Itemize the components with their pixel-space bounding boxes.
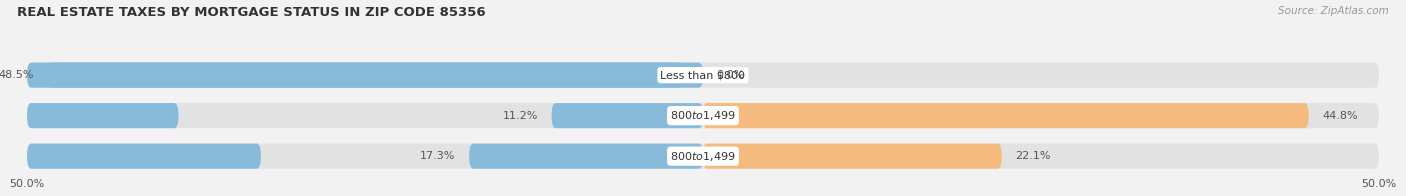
FancyBboxPatch shape (27, 144, 262, 169)
Text: Source: ZipAtlas.com: Source: ZipAtlas.com (1278, 6, 1389, 16)
Text: Less than $800: Less than $800 (661, 70, 745, 80)
Text: 11.2%: 11.2% (503, 111, 538, 121)
Text: 0.0%: 0.0% (717, 70, 745, 80)
Text: REAL ESTATE TAXES BY MORTGAGE STATUS IN ZIP CODE 85356: REAL ESTATE TAXES BY MORTGAGE STATUS IN … (17, 6, 485, 19)
FancyBboxPatch shape (27, 103, 179, 128)
FancyBboxPatch shape (48, 63, 703, 88)
FancyBboxPatch shape (551, 103, 703, 128)
Text: 17.3%: 17.3% (420, 151, 456, 161)
Text: 22.1%: 22.1% (1015, 151, 1050, 161)
FancyBboxPatch shape (470, 144, 703, 169)
Text: 48.5%: 48.5% (0, 70, 34, 80)
FancyBboxPatch shape (27, 103, 1379, 128)
FancyBboxPatch shape (27, 63, 683, 88)
FancyBboxPatch shape (27, 144, 1379, 169)
Text: 44.8%: 44.8% (1322, 111, 1358, 121)
FancyBboxPatch shape (27, 63, 1379, 88)
Text: $800 to $1,499: $800 to $1,499 (671, 150, 735, 163)
FancyBboxPatch shape (703, 144, 1002, 169)
FancyBboxPatch shape (703, 103, 1309, 128)
Text: $800 to $1,499: $800 to $1,499 (671, 109, 735, 122)
